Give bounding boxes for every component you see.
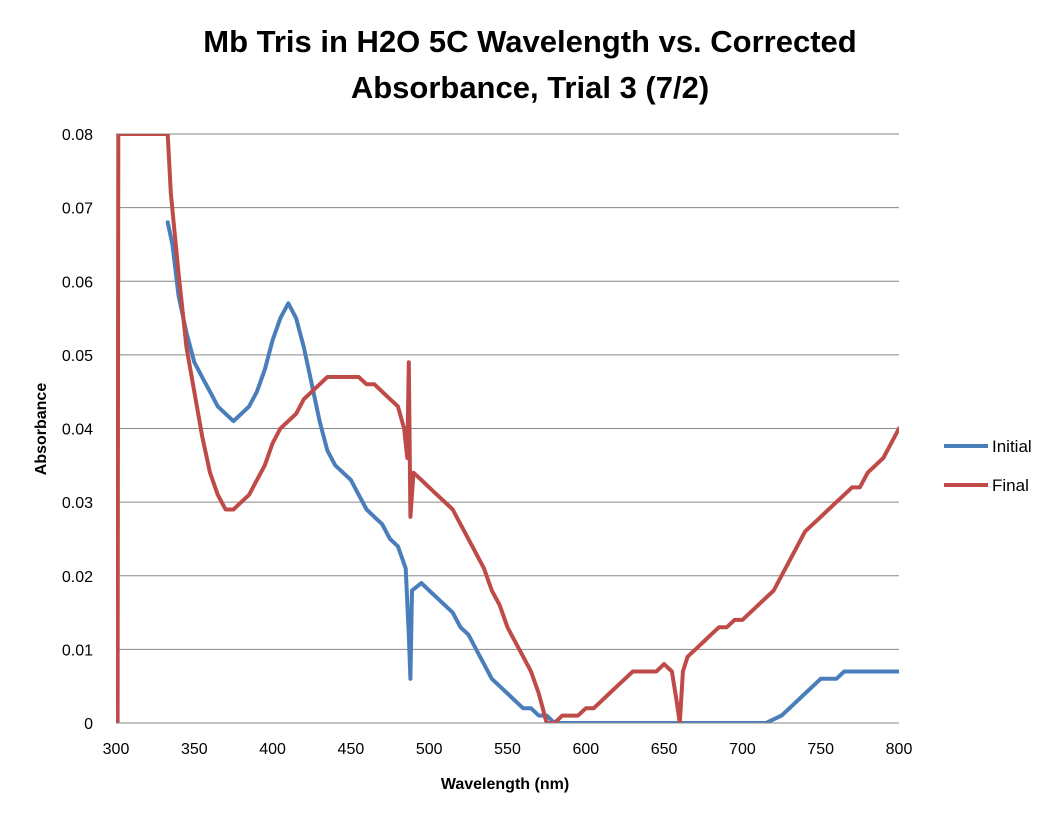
chart-title: Mb Tris in H2O 5C Wavelength vs. Correct…: [203, 24, 856, 105]
y-tick-label: 0.01: [62, 642, 93, 659]
legend: Initial Final: [944, 437, 1032, 495]
y-axis-title: Absorbance: [33, 383, 50, 476]
legend-label-initial: Initial: [992, 437, 1032, 456]
y-tick-label: 0.08: [62, 127, 93, 144]
x-tick-label: 500: [416, 741, 443, 758]
x-tick-label: 650: [651, 741, 678, 758]
x-tick-label: 550: [494, 741, 521, 758]
series-line-final: [116, 134, 899, 723]
y-tick-label: 0.02: [62, 569, 93, 586]
chart-title-line-1: Mb Tris in H2O 5C Wavelength vs. Correct…: [203, 24, 856, 59]
x-tick-label: 400: [259, 741, 286, 758]
x-tick-label: 750: [807, 741, 834, 758]
x-tick-label: 800: [886, 741, 913, 758]
series-line-initial: [165, 220, 899, 723]
chart-title-line-2: Absorbance, Trial 3 (7/2): [351, 70, 709, 105]
legend-label-final: Final: [992, 476, 1029, 495]
x-tick-label: 700: [729, 741, 756, 758]
gridlines: [116, 133, 899, 650]
y-tick-label: 0.05: [62, 348, 93, 365]
x-tick-label: 450: [338, 741, 365, 758]
x-tick-label: 600: [572, 741, 599, 758]
y-tick-label: 0.03: [62, 495, 93, 512]
y-tick-label: 0.07: [62, 201, 93, 218]
y-axis-ticks: 0 0.01 0.02 0.03 0.04 0.05 0.06 0.07 0.08: [62, 127, 93, 733]
series-group: [116, 134, 899, 723]
y-tick-label: 0.06: [62, 274, 93, 291]
y-tick-label: 0: [84, 716, 93, 733]
x-axis-title: Wavelength (nm): [441, 776, 569, 793]
x-tick-label: 300: [103, 741, 130, 758]
x-tick-label: 350: [181, 741, 208, 758]
x-axis-ticks: 300 350 400 450 500 550 600 650 700 750 800: [103, 741, 913, 758]
y-tick-label: 0.04: [62, 422, 93, 439]
